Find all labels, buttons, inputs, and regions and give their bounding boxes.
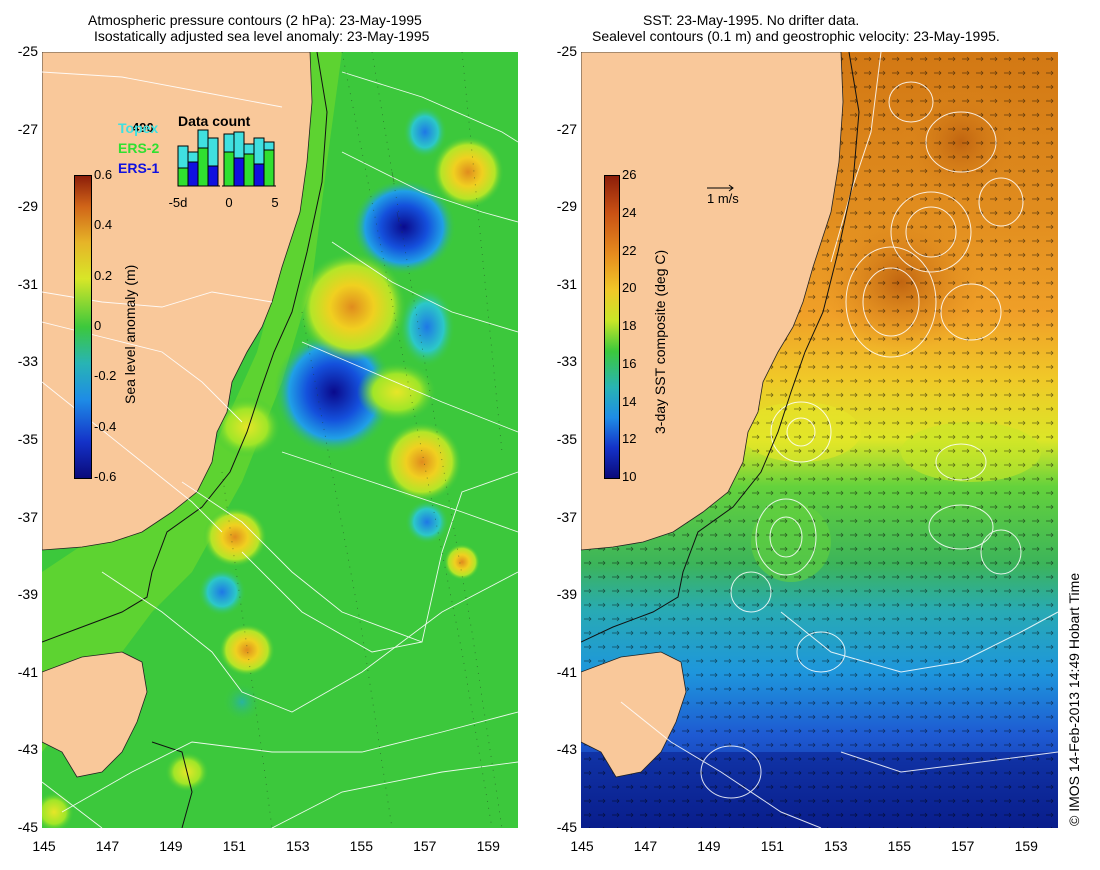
sst-colorbar-tick: 20: [622, 280, 637, 296]
right-ytick: -27: [556, 120, 577, 137]
sst-colorbar-tick: 18: [622, 318, 637, 333]
right-ytick: -37: [556, 508, 577, 525]
legend-topex: Topex: [118, 120, 159, 136]
sla-colorbar-tick: 0.4: [94, 217, 113, 233]
left-ytick: -33: [17, 353, 38, 370]
sst-colorbar: [604, 175, 620, 479]
left-ytick: -37: [17, 508, 38, 525]
left-ytick: -29: [17, 198, 38, 215]
sla-colorbar-tick: -0.6: [94, 469, 117, 484]
sla-map: [42, 52, 518, 828]
data-count-title: Data count: [178, 113, 251, 129]
right-ytick: -35: [556, 431, 577, 447]
legend-count: 490: [132, 120, 154, 135]
sst-colorbar-tick: 12: [622, 431, 637, 447]
legend-ers1: ERS-1: [118, 160, 160, 176]
legend-xtick-0: -5d: [168, 195, 188, 210]
left-ytick: -43: [17, 741, 38, 758]
sla-colorbar: [74, 175, 92, 479]
sst-colorbar-tick: 24: [622, 204, 637, 220]
sst-colorbar-tick: 26: [622, 167, 637, 182]
left-xtick: 147: [95, 838, 120, 854]
right-xtick: 145: [570, 838, 594, 854]
right-xtick: 155: [887, 838, 911, 854]
right-xtick: 157: [951, 838, 975, 854]
left-xtick: 157: [413, 838, 437, 854]
sla-colorbar-tick: 0.6: [94, 167, 113, 182]
left-ytick: -27: [17, 120, 38, 137]
right-ytick: -29: [556, 198, 577, 215]
right-ytick: -31: [556, 275, 577, 292]
right-title-line2: Sealevel contours (0.1 m) and geostrophi…: [592, 28, 1000, 44]
sla-colorbar-tick: -0.4: [94, 418, 117, 434]
sst-colorbar-tick: 14: [622, 393, 637, 409]
sst-colorbar-label: 3-day SST composite (deg C): [652, 249, 668, 434]
right-ytick: -39: [556, 586, 577, 603]
left-xtick: 155: [349, 838, 373, 854]
right-ytick: -25: [556, 43, 577, 59]
legend-xtick-1: 0: [225, 195, 233, 210]
legend-xtick-2: 5: [271, 195, 279, 210]
left-xtick: 153: [286, 838, 310, 854]
left-ytick: -41: [17, 663, 38, 680]
legend-ers2: ERS-2: [118, 140, 160, 156]
right-xtick: 147: [633, 838, 658, 854]
sst-colorbar-tick: 10: [622, 469, 637, 484]
left-ytick: -25: [17, 43, 38, 59]
sla-map-svg: [42, 52, 518, 828]
right-xtick: 149: [697, 838, 721, 854]
credit-text: © IMOS 14-Feb-2013 14:49 Hobart Time: [1066, 572, 1082, 826]
right-xtick: 151: [760, 838, 785, 854]
left-title-line1: Atmospheric pressure contours (2 hPa): 2…: [88, 12, 422, 28]
right-xtick: 159: [1014, 838, 1038, 854]
data-count-histogram: [177, 129, 276, 187]
sst-map: [581, 52, 1058, 828]
right-ytick: -41: [556, 663, 577, 680]
left-ytick: -35: [17, 431, 38, 447]
sla-colorbar-tick: 0: [94, 318, 102, 333]
sst-map-svg: [581, 52, 1058, 828]
left-title-line2: Isostatically adjusted sea level anomaly…: [94, 28, 430, 44]
sla-colorbar-tick: -0.2: [94, 368, 117, 384]
sla-colorbar-label: Sea level anomaly (m): [122, 264, 138, 404]
left-xtick: 149: [159, 838, 183, 854]
right-ytick: -45: [556, 819, 577, 835]
velocity-scale-arrow: [707, 184, 734, 192]
right-title-line1: SST: 23-May-1995. No drifter data.: [643, 12, 860, 28]
left-ytick: -45: [17, 819, 38, 835]
left-xtick: 159: [476, 838, 500, 854]
left-ytick: -31: [17, 275, 38, 292]
right-xtick: 153: [824, 838, 848, 854]
velocity-scale-label: 1 m/s: [707, 191, 739, 206]
left-xtick: 151: [222, 838, 247, 854]
left-xtick: 145: [32, 838, 56, 854]
sst-colorbar-tick: 22: [622, 242, 637, 258]
sla-colorbar-tick: 0.2: [94, 267, 113, 283]
right-ytick: -43: [556, 741, 577, 758]
sst-colorbar-tick: 16: [622, 355, 637, 371]
left-ytick: -39: [17, 586, 38, 603]
right-ytick: -33: [556, 353, 577, 370]
